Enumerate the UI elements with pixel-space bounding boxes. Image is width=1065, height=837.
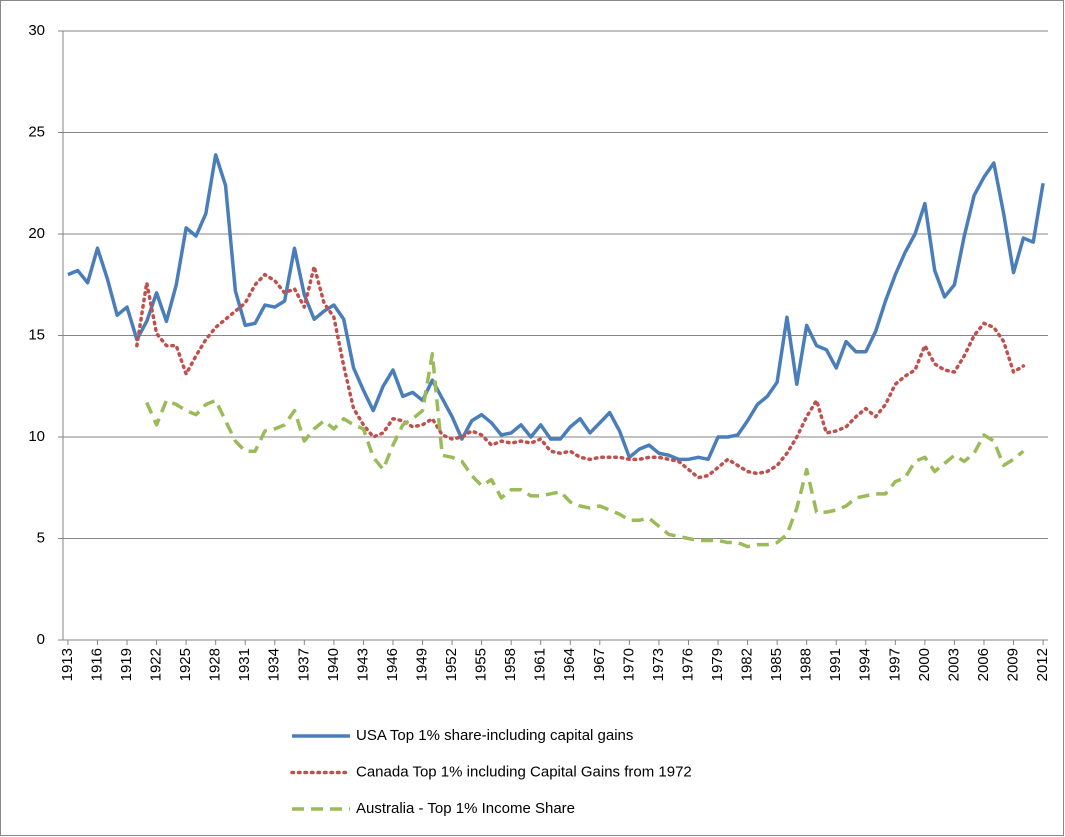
y-tick-label: 10: [28, 428, 45, 445]
x-tick-label: 2000: [916, 648, 933, 681]
x-tick-label: 1946: [384, 648, 401, 681]
x-tick-label: 1970: [620, 648, 637, 681]
x-tick-label: 1937: [295, 648, 312, 681]
legend-label: USA Top 1% share-including capital gains: [356, 727, 633, 744]
x-tick-label: 1961: [532, 648, 549, 681]
series-line: [145, 352, 1025, 549]
y-tick-label: 25: [28, 123, 45, 140]
x-tick-label: 1928: [207, 648, 224, 681]
x-tick-label: 1958: [502, 648, 519, 681]
x-tick-label: 1964: [561, 648, 578, 681]
legend-label: Australia - Top 1% Income Share: [356, 800, 575, 817]
x-tick-label: 2003: [945, 648, 962, 681]
y-tick-label: 20: [28, 225, 45, 242]
x-tick-label: 1979: [709, 648, 726, 681]
x-tick-label: 1931: [236, 648, 253, 681]
x-tick-label: 1943: [354, 648, 371, 681]
x-tick-label: 1913: [59, 648, 76, 681]
x-tick-label: 1988: [798, 648, 815, 681]
series-line: [135, 264, 1026, 480]
x-tick-label: 1955: [473, 648, 490, 681]
x-tick-label: 1934: [266, 648, 283, 681]
y-tick-label: 5: [37, 529, 45, 546]
x-tick-label: 1973: [650, 648, 667, 681]
x-tick-label: 1997: [886, 648, 903, 681]
x-tick-label: 1967: [591, 648, 608, 681]
x-tick-label: 2009: [1004, 648, 1021, 681]
x-tick-label: 1919: [118, 648, 135, 681]
x-tick-label: 1949: [413, 648, 430, 681]
x-tick-label: 1985: [768, 648, 785, 681]
x-tick-label: 1952: [443, 648, 460, 681]
series-line: [67, 153, 1045, 462]
x-tick-label: 2012: [1034, 648, 1051, 681]
x-tick-label: 1976: [679, 648, 696, 681]
x-tick-label: 1982: [739, 648, 756, 681]
y-tick-label: 30: [28, 22, 45, 39]
legend-label: Canada Top 1% including Capital Gains fr…: [356, 763, 692, 780]
x-tick-label: 1991: [827, 648, 844, 681]
x-tick-label: 1916: [88, 648, 105, 681]
y-tick-label: 15: [28, 326, 45, 343]
y-tick-label: 0: [37, 631, 45, 648]
x-tick-label: 1925: [177, 648, 194, 681]
x-tick-label: 1940: [325, 648, 342, 681]
x-tick-label: 1994: [857, 648, 874, 681]
x-tick-label: 2006: [975, 648, 992, 681]
x-tick-label: 1922: [148, 648, 165, 681]
